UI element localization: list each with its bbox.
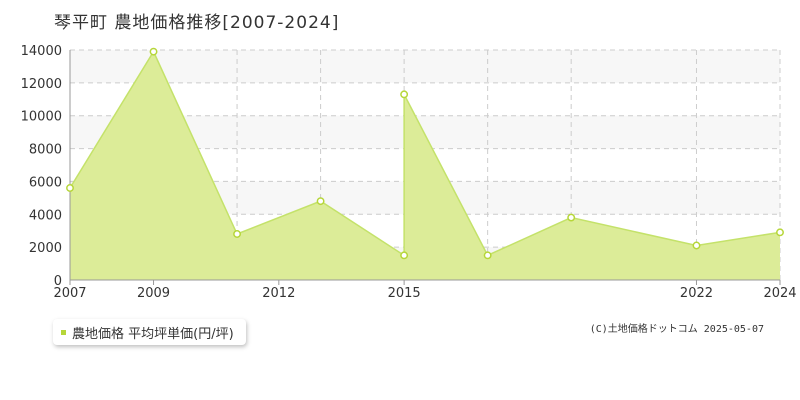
data-point (149, 47, 158, 56)
y-tick-label: 4000 (29, 208, 62, 223)
y-tick-label: 12000 (21, 77, 62, 92)
chart-title: 琴平町 農地価格推移[2007-2024] (54, 13, 340, 33)
copyright-text: (C)土地価格ドットコム 2025-05-07 (589, 324, 764, 335)
x-tick-label: 2012 (262, 286, 295, 301)
y-tick-label: 14000 (21, 44, 62, 59)
data-point (776, 228, 784, 237)
y-tick-label: 8000 (29, 143, 62, 158)
series-line (69, 50, 781, 257)
data-point (400, 251, 409, 260)
data-point (233, 230, 242, 238)
legend[interactable]: 農地価格 平均坪単価(円/坪) (53, 319, 246, 345)
x-tick-label: 2007 (53, 286, 86, 301)
y-tick-label: 6000 (29, 175, 62, 190)
legend-marker-icon (61, 329, 66, 335)
legend-label: 農地価格 平均坪単価(円/坪) (72, 326, 234, 342)
series-area (70, 51, 780, 281)
y-tick-label: 10000 (21, 110, 62, 125)
data-point (483, 251, 492, 260)
data-point (316, 197, 325, 206)
plot-band (70, 50, 780, 83)
data-point (567, 213, 576, 222)
x-tick-label: 2015 (388, 286, 421, 301)
data-point (692, 241, 701, 250)
y-tick-label: 0 (54, 274, 62, 289)
x-tick-label: 2024 (763, 286, 796, 301)
x-tick-label: 2009 (137, 286, 170, 301)
y-tick-label: 2000 (29, 241, 62, 256)
data-point (400, 90, 409, 99)
data-point (66, 184, 74, 192)
x-tick-label: 2022 (680, 286, 713, 301)
